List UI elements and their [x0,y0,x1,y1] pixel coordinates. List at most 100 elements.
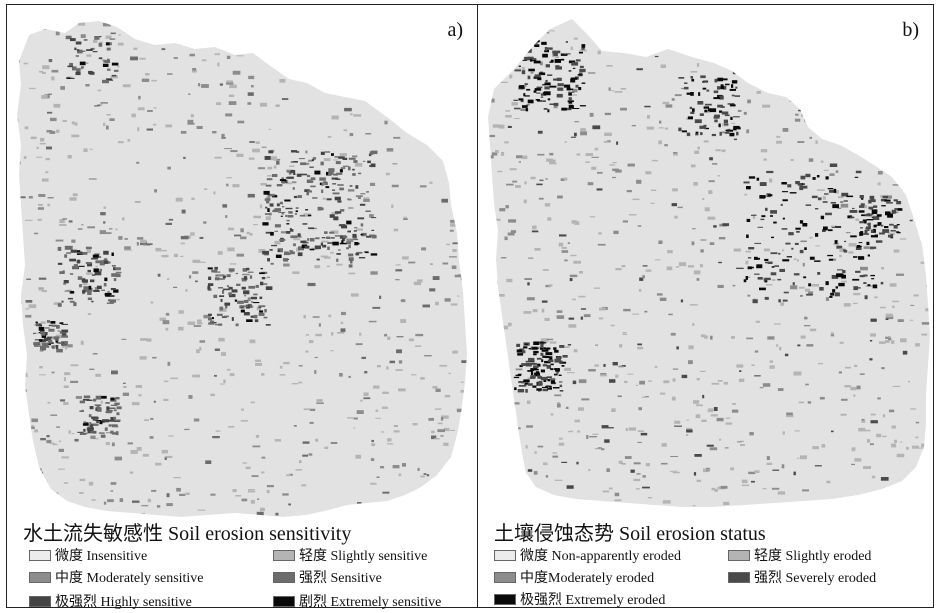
erosion-cell [704,109,708,113]
erosion-cell [805,288,810,292]
erosion-cell [292,187,295,190]
erosion-cell [106,114,111,116]
erosion-cell [61,344,65,348]
erosion-cell [864,214,872,217]
erosion-cell [390,116,397,120]
erosion-cell [559,360,563,363]
erosion-cell [250,315,256,318]
erosion-cell [544,47,548,51]
erosion-cell [449,256,457,258]
erosion-cell [298,381,303,384]
erosion-cell [874,296,878,299]
erosion-cell [827,188,834,190]
erosion-cell [295,210,298,213]
erosion-cell [530,71,534,74]
erosion-cell [720,12,722,13]
erosion-cell [391,184,399,188]
erosion-cell [308,227,315,230]
erosion-cell [506,473,512,476]
erosion-cell [348,244,351,249]
erosion-cell [283,258,288,262]
erosion-cell [757,277,763,280]
erosion-cell [564,259,568,262]
erosion-cell [737,441,742,443]
erosion-cell [448,156,457,158]
erosion-cell [417,279,423,283]
erosion-cell [222,290,225,294]
erosion-cell [734,95,740,97]
erosion-cell [71,121,75,125]
erosion-cell [640,432,648,436]
erosion-cell [66,77,71,79]
erosion-cell [928,204,930,208]
erosion-cell [769,360,774,363]
erosion-cell [709,108,717,113]
erosion-cell [337,184,344,186]
erosion-cell [181,209,186,214]
erosion-cell [236,55,244,57]
erosion-cell [114,402,120,406]
erosion-cell [231,289,238,293]
erosion-cell [368,320,377,323]
erosion-cell [768,194,773,197]
erosion-cell [525,389,528,393]
erosion-cell [17,31,23,36]
erosion-cell [379,87,384,90]
erosion-cell [466,406,467,411]
erosion-cell [690,111,695,114]
erosion-cell [855,103,860,107]
erosion-cell [227,227,234,231]
erosion-cell [351,62,360,66]
erosion-cell [93,268,99,273]
erosion-cell [901,187,907,191]
erosion-cell [90,435,96,439]
erosion-cell [721,78,728,81]
erosion-cell [540,352,544,356]
erosion-cell [393,425,398,427]
erosion-cell [888,234,893,238]
erosion-cell [34,339,40,341]
erosion-cell [41,331,46,336]
erosion-cell [695,414,701,419]
erosion-cell [783,291,789,294]
erosion-cell [382,391,389,394]
erosion-cell [891,340,895,344]
erosion-cell [284,199,291,202]
erosion-cell [103,60,108,63]
erosion-cell [835,170,839,173]
erosion-cell [671,98,675,101]
erosion-cell [47,203,50,207]
erosion-cell [880,477,889,481]
erosion-cell [267,175,275,177]
erosion-cell [925,285,930,287]
erosion-cell [784,76,789,80]
erosion-cell [555,56,559,58]
erosion-cell [219,83,223,86]
erosion-cell [505,115,512,118]
erosion-cell [286,223,290,225]
erosion-cell [76,259,80,264]
erosion-cell [564,367,571,371]
erosion-cell [754,273,760,275]
erosion-cell [686,427,692,431]
erosion-cell [103,501,107,505]
erosion-cell [762,104,771,108]
erosion-cell [89,425,93,428]
erosion-cell [597,171,603,174]
erosion-cell [19,196,26,199]
erosion-cell [249,232,253,236]
erosion-cell [549,152,554,156]
erosion-cell [531,230,539,233]
erosion-cell [726,129,733,132]
erosion-cell [309,166,314,168]
erosion-cell [103,206,107,209]
erosion-cell [544,82,551,86]
erosion-cell [110,397,115,401]
erosion-cell [769,50,775,53]
erosion-cell [438,99,446,101]
erosion-cell [55,129,60,133]
erosion-cell [341,240,344,243]
sensitivity-map [17,21,467,517]
erosion-cell [720,106,725,108]
erosion-cell [311,159,315,161]
